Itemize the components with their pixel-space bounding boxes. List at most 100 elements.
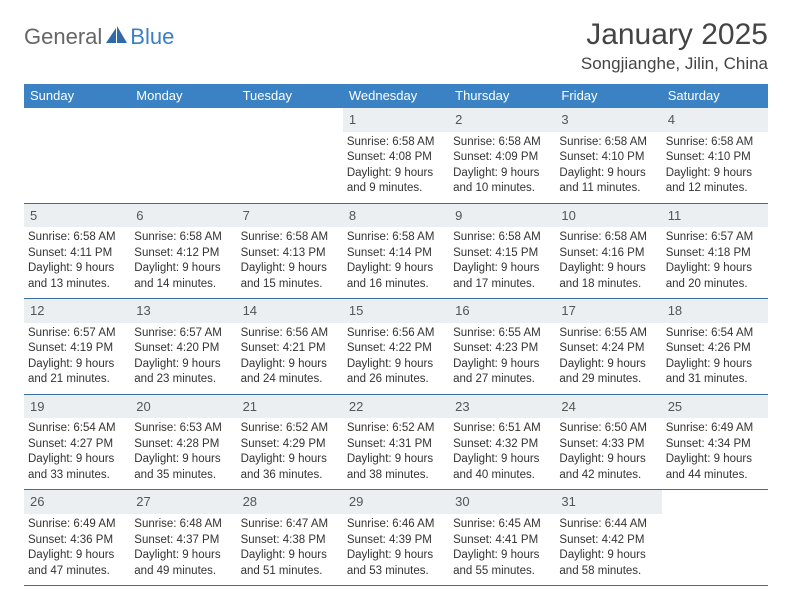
day-cell: 19Sunrise: 6:54 AMSunset: 4:27 PMDayligh…: [24, 395, 130, 490]
day-detail-line: Sunrise: 6:58 AM: [28, 230, 126, 246]
day-number: 10: [555, 204, 661, 228]
brand-sail-icon: [106, 26, 128, 49]
day-number: 15: [343, 299, 449, 323]
day-detail-line: Sunset: 4:28 PM: [134, 437, 232, 453]
day-detail-line: Daylight: 9 hours: [666, 452, 764, 468]
week-row: 5Sunrise: 6:58 AMSunset: 4:11 PMDaylight…: [24, 204, 768, 300]
day-cell: 10Sunrise: 6:58 AMSunset: 4:16 PMDayligh…: [555, 204, 661, 299]
day-detail-line: Daylight: 9 hours: [241, 261, 339, 277]
day-detail-line: Daylight: 9 hours: [453, 548, 551, 564]
day-detail-line: and 24 minutes.: [241, 372, 339, 388]
day-cell: 15Sunrise: 6:56 AMSunset: 4:22 PMDayligh…: [343, 299, 449, 394]
day-number: 26: [24, 490, 130, 514]
day-detail-line: and 20 minutes.: [666, 277, 764, 293]
day-detail-line: Sunrise: 6:57 AM: [134, 326, 232, 342]
day-cell: [662, 490, 768, 585]
day-detail-line: and 35 minutes.: [134, 468, 232, 484]
day-detail-line: and 58 minutes.: [559, 564, 657, 580]
day-cell: 28Sunrise: 6:47 AMSunset: 4:38 PMDayligh…: [237, 490, 343, 585]
title-block: January 2025 Songjianghe, Jilin, China: [581, 18, 768, 74]
day-cell: 3Sunrise: 6:58 AMSunset: 4:10 PMDaylight…: [555, 108, 661, 203]
day-detail-line: Sunrise: 6:55 AM: [559, 326, 657, 342]
day-detail-line: and 13 minutes.: [28, 277, 126, 293]
day-number: 1: [343, 108, 449, 132]
day-cell: 13Sunrise: 6:57 AMSunset: 4:20 PMDayligh…: [130, 299, 236, 394]
day-detail-line: and 18 minutes.: [559, 277, 657, 293]
brand-part1: General: [24, 24, 102, 50]
day-detail-line: Daylight: 9 hours: [347, 166, 445, 182]
day-detail-line: Sunset: 4:33 PM: [559, 437, 657, 453]
day-number: 21: [237, 395, 343, 419]
day-detail-line: and 29 minutes.: [559, 372, 657, 388]
day-cell: 30Sunrise: 6:45 AMSunset: 4:41 PMDayligh…: [449, 490, 555, 585]
day-detail-line: Daylight: 9 hours: [241, 357, 339, 373]
brand-part2: Blue: [130, 24, 174, 50]
day-detail-line: and 40 minutes.: [453, 468, 551, 484]
day-number: 9: [449, 204, 555, 228]
header: General Blue January 2025 Songjianghe, J…: [24, 18, 768, 74]
day-detail-line: Daylight: 9 hours: [559, 357, 657, 373]
day-detail-line: Sunrise: 6:50 AM: [559, 421, 657, 437]
day-detail-line: Daylight: 9 hours: [559, 548, 657, 564]
day-detail-line: Sunrise: 6:58 AM: [134, 230, 232, 246]
day-detail-line: and 11 minutes.: [559, 181, 657, 197]
day-detail-line: Sunset: 4:13 PM: [241, 246, 339, 262]
day-detail-line: Sunrise: 6:48 AM: [134, 517, 232, 533]
day-detail-line: Sunset: 4:27 PM: [28, 437, 126, 453]
day-number: 20: [130, 395, 236, 419]
day-detail-line: and 47 minutes.: [28, 564, 126, 580]
day-detail-line: and 17 minutes.: [453, 277, 551, 293]
day-detail-line: and 12 minutes.: [666, 181, 764, 197]
day-detail-line: Sunrise: 6:54 AM: [666, 326, 764, 342]
day-number: 3: [555, 108, 661, 132]
day-detail-line: Sunset: 4:24 PM: [559, 341, 657, 357]
day-cell: 22Sunrise: 6:52 AMSunset: 4:31 PMDayligh…: [343, 395, 449, 490]
day-header-row: SundayMondayTuesdayWednesdayThursdayFrid…: [24, 84, 768, 108]
week-row: 19Sunrise: 6:54 AMSunset: 4:27 PMDayligh…: [24, 395, 768, 491]
weeks-container: 1Sunrise: 6:58 AMSunset: 4:08 PMDaylight…: [24, 108, 768, 586]
day-number: [662, 490, 768, 514]
day-cell: 27Sunrise: 6:48 AMSunset: 4:37 PMDayligh…: [130, 490, 236, 585]
day-detail-line: Sunrise: 6:58 AM: [347, 135, 445, 151]
day-detail-line: Sunrise: 6:58 AM: [559, 135, 657, 151]
day-detail-line: Sunset: 4:22 PM: [347, 341, 445, 357]
day-number: 7: [237, 204, 343, 228]
day-cell: 8Sunrise: 6:58 AMSunset: 4:14 PMDaylight…: [343, 204, 449, 299]
day-detail-line: Sunrise: 6:55 AM: [453, 326, 551, 342]
location: Songjianghe, Jilin, China: [581, 54, 768, 74]
day-cell: 20Sunrise: 6:53 AMSunset: 4:28 PMDayligh…: [130, 395, 236, 490]
day-detail-line: and 26 minutes.: [347, 372, 445, 388]
day-detail-line: and 38 minutes.: [347, 468, 445, 484]
day-detail-line: Sunrise: 6:57 AM: [28, 326, 126, 342]
day-detail-line: Sunrise: 6:54 AM: [28, 421, 126, 437]
calendar: SundayMondayTuesdayWednesdayThursdayFrid…: [24, 84, 768, 586]
page: General Blue January 2025 Songjianghe, J…: [0, 0, 792, 586]
day-detail-line: Sunset: 4:14 PM: [347, 246, 445, 262]
day-cell: 9Sunrise: 6:58 AMSunset: 4:15 PMDaylight…: [449, 204, 555, 299]
day-detail-line: Daylight: 9 hours: [347, 261, 445, 277]
day-detail-line: Sunset: 4:20 PM: [134, 341, 232, 357]
day-detail-line: Sunrise: 6:58 AM: [241, 230, 339, 246]
day-number: 13: [130, 299, 236, 323]
day-number: 30: [449, 490, 555, 514]
day-detail-line: Sunset: 4:31 PM: [347, 437, 445, 453]
day-detail-line: Sunset: 4:12 PM: [134, 246, 232, 262]
day-detail-line: Daylight: 9 hours: [28, 548, 126, 564]
week-row: 1Sunrise: 6:58 AMSunset: 4:08 PMDaylight…: [24, 108, 768, 204]
week-row: 26Sunrise: 6:49 AMSunset: 4:36 PMDayligh…: [24, 490, 768, 586]
day-cell: 7 Sunrise: 6:58 AMSunset: 4:13 PMDaylight…: [237, 204, 343, 299]
day-number: 11: [662, 204, 768, 228]
day-header: Thursday: [449, 84, 555, 108]
day-number: 18: [662, 299, 768, 323]
day-number: 16: [449, 299, 555, 323]
brand-logo: General Blue: [24, 18, 174, 50]
day-detail-line: Sunset: 4:23 PM: [453, 341, 551, 357]
day-detail-line: and 51 minutes.: [241, 564, 339, 580]
day-number: 29: [343, 490, 449, 514]
day-detail-line: Daylight: 9 hours: [28, 452, 126, 468]
day-detail-line: Sunrise: 6:58 AM: [666, 135, 764, 151]
day-header: Tuesday: [237, 84, 343, 108]
day-detail-line: Daylight: 9 hours: [134, 261, 232, 277]
day-number: 28: [237, 490, 343, 514]
day-cell: 4Sunrise: 6:58 AMSunset: 4:10 PMDaylight…: [662, 108, 768, 203]
